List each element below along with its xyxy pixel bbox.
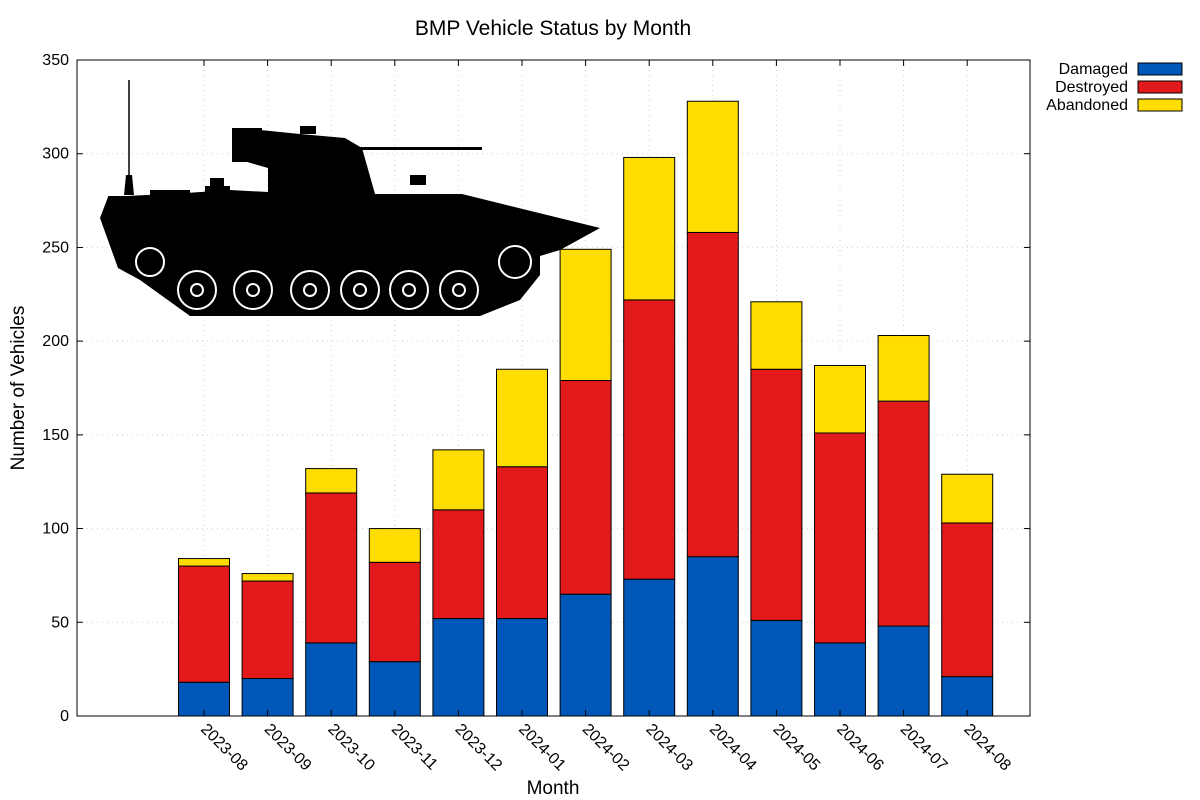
y-tick-label: 150: [42, 427, 69, 444]
bar-abandoned-2024-05: [750, 301, 803, 370]
bar-destroyed-2024-07: [877, 400, 930, 627]
y-tick-label: 100: [42, 521, 69, 538]
x-tick-label: 2024-06: [833, 721, 887, 775]
legend-label-abandoned: Abandoned: [1046, 97, 1128, 114]
legend-swatch-damaged: [1137, 62, 1183, 76]
bar-destroyed-2024-03: [623, 299, 676, 580]
x-tick-label: 2024-07: [897, 721, 951, 775]
bar-destroyed-2023-08: [178, 565, 230, 683]
x-tick-label: 2024-08: [960, 721, 1014, 775]
x-tick-label: 2023-10: [324, 721, 378, 775]
y-tick-label: 250: [42, 239, 69, 256]
y-axis: 0 50 100 150 200 250 300 350: [42, 52, 1030, 725]
bar-damaged-2024-07: [877, 625, 930, 717]
y-axis-title: Number of Vehicles: [8, 306, 29, 471]
bar-destroyed-2024-05: [750, 368, 803, 621]
y-tick-label: 300: [42, 146, 69, 163]
x-tick-label: 2024-03: [642, 721, 696, 775]
x-tick-label: 2023-09: [261, 721, 315, 775]
bar-abandoned-2023-12: [432, 449, 485, 511]
x-tick-label: 2024-02: [579, 721, 633, 775]
bar-abandoned-2024-04: [686, 100, 739, 233]
x-tick-label: 2023-12: [452, 721, 506, 775]
bar-destroyed-2023-09: [241, 580, 294, 680]
bar-damaged-2023-11: [368, 661, 421, 717]
bar-destroyed-2024-02: [559, 380, 612, 595]
chart-title: BMP Vehicle Status by Month: [415, 17, 691, 40]
legend-label-destroyed: Destroyed: [1055, 79, 1128, 96]
legend-swatch-abandoned: [1137, 98, 1183, 112]
y-tick-label: 50: [51, 614, 69, 631]
y-tick-label: 350: [42, 52, 69, 69]
bar-abandoned-2024-07: [877, 335, 930, 402]
bar-abandoned-2024-01: [496, 368, 548, 468]
bar-damaged-2024-01: [496, 618, 548, 717]
legend-label-damaged: Damaged: [1059, 61, 1128, 78]
bar-abandoned-2024-08: [941, 473, 994, 524]
legend-swatch-destroyed: [1137, 80, 1183, 94]
bar-destroyed-2024-01: [496, 466, 548, 620]
bar-abandoned-2023-08: [178, 558, 230, 567]
x-tick-label: 2024-05: [770, 721, 824, 775]
bar-damaged-2024-05: [750, 619, 803, 717]
bar-destroyed-2024-04: [686, 231, 739, 558]
x-tick-label: 2023-08: [197, 721, 251, 775]
bar-destroyed-2024-06: [814, 432, 866, 644]
bar-damaged-2023-09: [241, 678, 294, 717]
vehicle-wheels: [135, 245, 532, 310]
plot-frame: [76, 59, 1031, 717]
bar-damaged-2024-04: [686, 556, 739, 717]
x-tick-label: 2023-11: [388, 721, 441, 774]
bar-destroyed-2023-12: [432, 509, 485, 620]
bars: [178, 100, 994, 717]
y-tick-label: 0: [60, 708, 69, 725]
bar-damaged-2023-12: [432, 618, 485, 717]
bar-abandoned-2024-03: [623, 156, 676, 301]
y-tick-label: 200: [42, 333, 69, 350]
bar-destroyed-2024-08: [941, 522, 994, 678]
bar-destroyed-2023-11: [368, 561, 421, 663]
bar-damaged-2024-06: [814, 642, 866, 717]
bar-destroyed-2023-10: [305, 492, 358, 644]
bar-damaged-2023-10: [305, 642, 358, 717]
x-tick-label: 2024-04: [706, 721, 760, 775]
bar-damaged-2024-02: [559, 593, 612, 717]
bar-damaged-2024-03: [623, 578, 676, 717]
bar-abandoned-2023-10: [305, 468, 358, 494]
bmp-vehicle-silhouette-icon: [100, 80, 600, 316]
x-axis-title: Month: [527, 778, 580, 799]
bar-abandoned-2023-11: [368, 528, 421, 563]
bar-abandoned-2024-02: [559, 248, 612, 382]
bar-abandoned-2023-09: [241, 573, 294, 582]
bar-abandoned-2024-06: [814, 365, 866, 434]
x-tick-label: 2024-01: [515, 721, 569, 775]
